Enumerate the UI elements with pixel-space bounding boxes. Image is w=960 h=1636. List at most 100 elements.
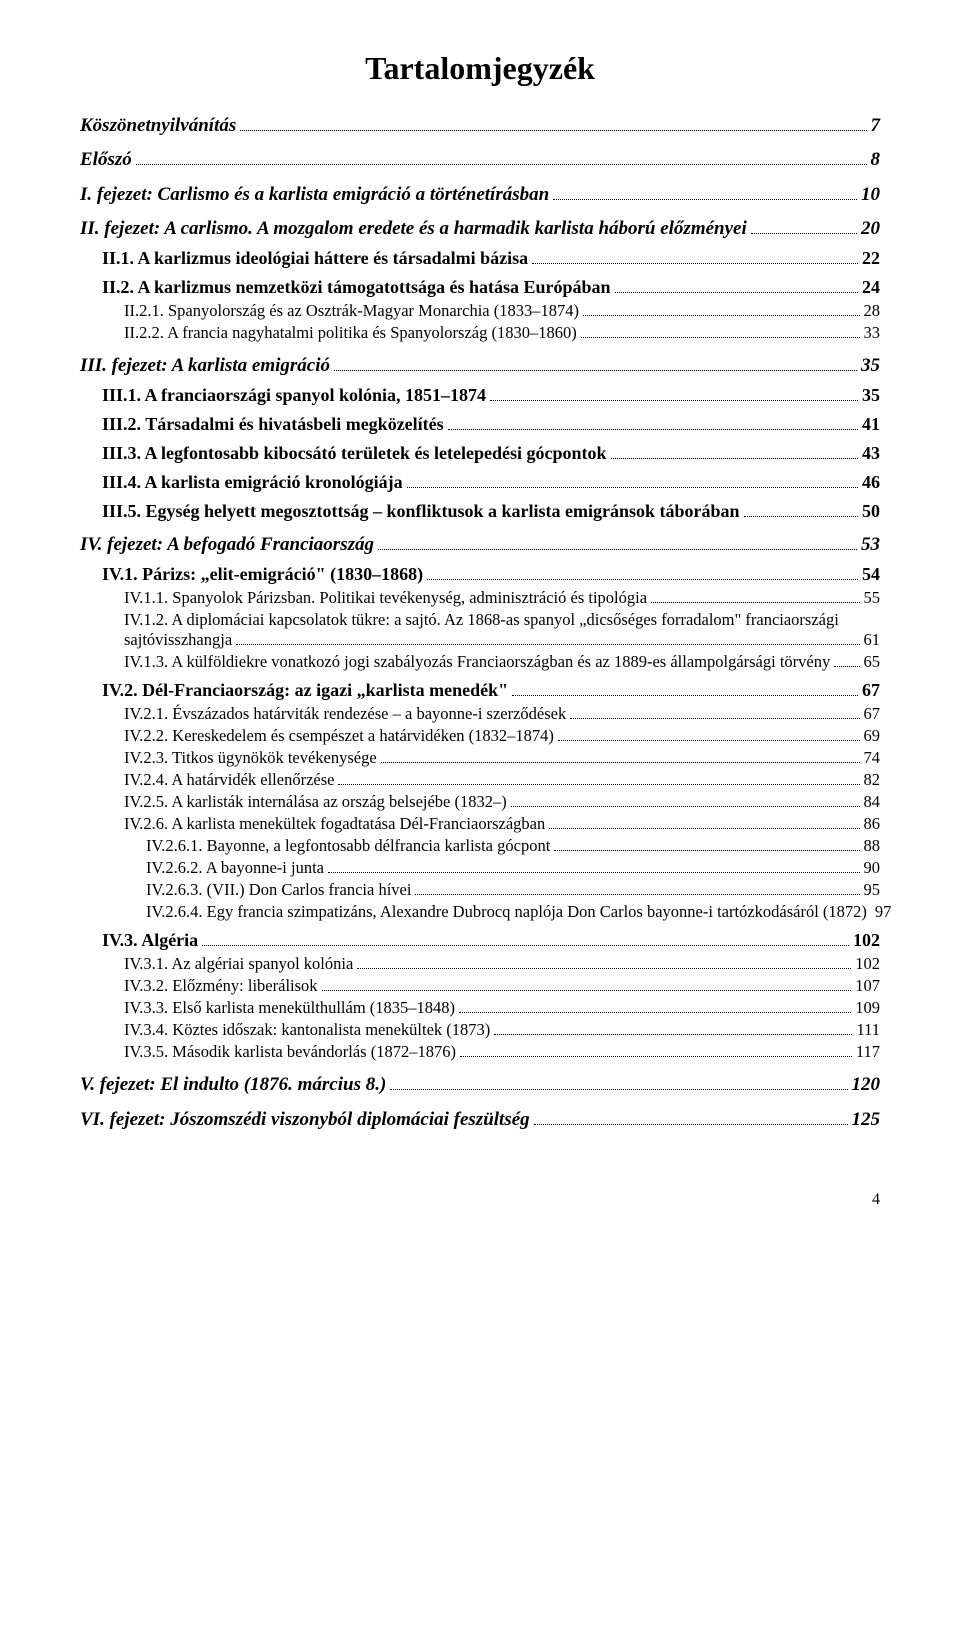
toc-entry-page: 65 — [864, 652, 881, 672]
toc-leader-dots — [202, 931, 849, 946]
toc-entry-text: III.4. A karlista emigráció kronológiája — [102, 472, 403, 493]
toc-entry: IV.1.3. A külföldiekre vonatkozó jogi sz… — [80, 652, 880, 672]
toc-entry: IV.2.6.4. Egy francia szimpatizáns, Alex… — [80, 902, 880, 922]
toc-leader-dots — [490, 386, 858, 401]
toc-entry-page: 120 — [852, 1074, 881, 1096]
toc-leader-dots — [322, 977, 852, 991]
toc-leader-dots — [334, 355, 857, 371]
toc-entry: III.1. A franciaországi spanyol kolónia,… — [80, 385, 880, 406]
toc-leader-dots — [338, 771, 859, 785]
toc-entry-page: 82 — [864, 770, 881, 790]
toc-leader-dots — [240, 115, 866, 131]
toc-leader-dots — [744, 502, 858, 517]
toc-entry: Köszönetnyilvánítás 7 — [80, 115, 880, 137]
toc-leader-dots — [415, 881, 859, 895]
toc-entry-text: III.3. A legfontosabb kibocsátó területe… — [102, 443, 607, 464]
toc-entry-page: 61 — [864, 630, 881, 650]
toc-entry-page: 8 — [871, 149, 881, 171]
toc-entry-text: IV.2. Dél-Franciaország: az igazi „karli… — [102, 680, 508, 701]
toc-entry-text: IV.2.1. Évszázados határviták rendezése … — [124, 704, 566, 724]
toc-entry-text: IV.2.6.1. Bayonne, a legfontosabb délfra… — [146, 836, 550, 856]
toc-leader-dots — [407, 473, 858, 488]
toc-entry-page: 74 — [864, 748, 881, 768]
toc-leader-dots — [558, 727, 860, 741]
toc-leader-dots — [378, 534, 857, 550]
toc-leader-dots — [534, 1108, 848, 1124]
toc-leader-dots — [549, 815, 859, 829]
toc-entry-page: 107 — [855, 976, 880, 996]
toc-entry-page: 95 — [864, 880, 881, 900]
toc-entry: IV.3.5. Második karlista bevándorlás (18… — [80, 1042, 880, 1062]
toc-entry-page: 53 — [861, 534, 880, 556]
toc-entry-page: 102 — [853, 930, 880, 951]
toc-entry: Előszó8 — [80, 149, 880, 171]
toc-entry-page: 7 — [871, 115, 881, 137]
toc-entry-page: 28 — [864, 301, 881, 321]
toc-entry-text: I. fejezet: Carlismo és a karlista emigr… — [80, 184, 549, 206]
toc-entry-page: 97 — [875, 902, 892, 922]
toc-entry-text: IV.3.4. Köztes időszak: kantonalista men… — [124, 1020, 490, 1040]
toc-leader-dots — [328, 859, 860, 873]
toc-entry-text: IV.3.2. Előzmény: liberálisok — [124, 976, 318, 996]
toc-leader-dots — [512, 681, 858, 696]
toc-entry-page: 22 — [862, 248, 880, 269]
toc-entry: IV.1.2. A diplomáciai kapcsolatok tükre:… — [80, 610, 880, 650]
toc-entry: III.2. Társadalmi és hivatásbeli megköze… — [80, 414, 880, 435]
toc-entry: VI. fejezet: Jószomszédi viszonyból dipl… — [80, 1108, 880, 1130]
toc-entry: II.2.1. Spanyolország és az Osztrák-Magy… — [80, 301, 880, 321]
toc-entry-page: 54 — [862, 564, 880, 585]
toc-leader-dots — [357, 955, 851, 969]
toc-entry-text: IV.1.2. A diplomáciai kapcsolatok tükre:… — [124, 610, 880, 630]
toc-entry-text: II. fejezet: A carlismo. A mozgalom ered… — [80, 218, 747, 240]
toc-entry: IV. fejezet: A befogadó Franciaország53 — [80, 534, 880, 556]
toc-entry: IV.2.5. A karlisták internálása az orszá… — [80, 792, 880, 812]
toc-entry-text: IV.3.3. Első karlista menekülthullám (18… — [124, 998, 455, 1018]
toc-entry-page: 111 — [856, 1020, 880, 1040]
toc-entry-text: III.1. A franciaországi spanyol kolónia,… — [102, 385, 486, 406]
toc-entry-text: II.2. A karlizmus nemzetközi támogatotts… — [102, 277, 611, 298]
toc-entry: IV.3. Algéria102 — [80, 930, 880, 951]
toc-entry: IV.1. Párizs: „elit-emigráció" (1830–186… — [80, 564, 880, 585]
toc-entry-page: 50 — [862, 501, 880, 522]
toc-leader-dots — [651, 589, 859, 603]
toc-entry-text: IV.2.5. A karlisták internálása az orszá… — [124, 792, 507, 812]
toc-entry-page: 67 — [862, 680, 880, 701]
toc-entry-text: III.2. Társadalmi és hivatásbeli megköze… — [102, 414, 444, 435]
toc-entry-page: 125 — [852, 1109, 881, 1131]
toc-entry-page: 35 — [862, 385, 880, 406]
toc-entry-page: 46 — [862, 472, 880, 493]
page-container: Tartalomjegyzék Köszönetnyilvánítás7Elős… — [0, 0, 960, 1249]
toc-entry: IV.3.1. Az algériai spanyol kolónia102 — [80, 954, 880, 974]
toc-entry: IV.2.6.2. A bayonne-i junta90 — [80, 858, 880, 878]
toc-entry-text: IV.3.5. Második karlista bevándorlás (18… — [124, 1042, 456, 1062]
toc-leader-dots — [554, 837, 859, 851]
toc-entry-text: IV.1. Párizs: „elit-emigráció" (1830–186… — [102, 564, 423, 585]
footer-page-number: 4 — [80, 1191, 880, 1209]
toc-entry: IV.2.6.1. Bayonne, a legfontosabb délfra… — [80, 836, 880, 856]
toc-leader-dots — [390, 1074, 847, 1090]
toc-leader-dots — [136, 149, 867, 165]
toc-entry: II.2.2. A francia nagyhatalmi politika é… — [80, 323, 880, 343]
toc-entry: III.4. A karlista emigráció kronológiája… — [80, 472, 880, 493]
toc-leader-dots — [460, 1043, 852, 1057]
toc-leader-dots — [494, 1021, 852, 1035]
toc-entry-page: 35 — [861, 355, 880, 377]
toc-entry-page: 67 — [864, 704, 881, 724]
toc-entry: IV.2. Dél-Franciaország: az igazi „karli… — [80, 680, 880, 701]
toc-entry-text: Köszönetnyilvánítás — [80, 115, 236, 137]
toc-entry: IV.2.1. Évszázados határviták rendezése … — [80, 704, 880, 724]
toc-leader-dots — [236, 631, 859, 645]
toc-entry: IV.2.4. A határvidék ellenőrzése82 — [80, 770, 880, 790]
toc-entry-page: 90 — [864, 858, 881, 878]
toc-entry-text: IV.1.3. A külföldiekre vonatkozó jogi sz… — [124, 652, 830, 672]
toc-entry-page: 33 — [864, 323, 881, 343]
toc-entry-page: 102 — [855, 954, 880, 974]
toc-entry-text: V. fejezet: El indulto (1876. március 8.… — [80, 1074, 386, 1096]
toc-entry-text: IV.2.6.3. (VII.) Don Carlos francia híve… — [146, 880, 411, 900]
toc-entry: IV.1.1. Spanyolok Párizsban. Politikai t… — [80, 588, 880, 608]
toc-leader-dots — [751, 218, 857, 234]
toc-entry-text: II.2.2. A francia nagyhatalmi politika é… — [124, 323, 577, 343]
toc-leader-dots — [615, 277, 858, 292]
toc-entry-text: III.5. Egység helyett megosztottság – ko… — [102, 501, 740, 522]
toc-entry-text: IV.1.1. Spanyolok Párizsban. Politikai t… — [124, 588, 647, 608]
